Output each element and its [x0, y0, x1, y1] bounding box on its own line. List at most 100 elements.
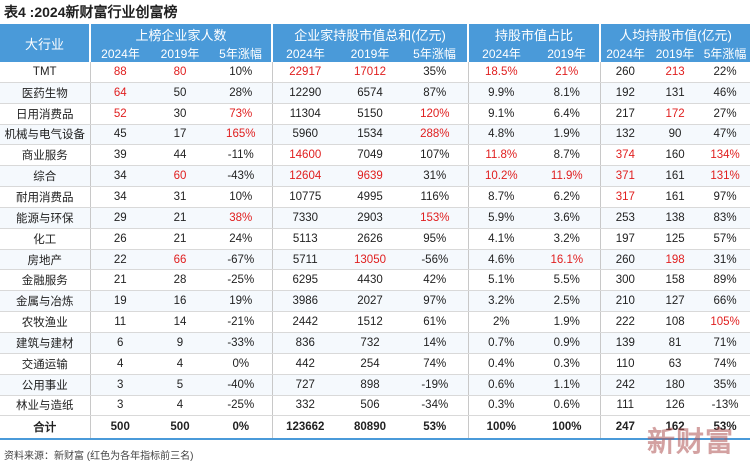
table-cell: 45 — [89, 124, 150, 146]
table-cell: 0.3% — [534, 353, 601, 375]
table-cell: 260 — [599, 249, 651, 271]
subheader-cell: 2019年 — [150, 44, 210, 62]
table-cell: 107% — [402, 144, 469, 167]
subheader-cell: 5年涨幅 — [210, 44, 273, 62]
table-cell: -40% — [210, 374, 273, 396]
table-cell: 34 — [89, 165, 150, 188]
table-cell: 24% — [210, 228, 273, 250]
table-cell: -25% — [210, 395, 273, 417]
watermark-logo: 新财富 — [646, 425, 734, 458]
table-cell: 60 — [150, 165, 210, 188]
table-cell: 95% — [402, 228, 469, 250]
industry-name-cell: 建筑与建材 — [0, 332, 90, 354]
table-cell: 0% — [210, 353, 273, 375]
table-cell: 120% — [402, 103, 469, 125]
total-cell: 80890 — [338, 415, 403, 441]
table-cell: 4 — [150, 353, 210, 375]
table-row: 能源与环保 29 21 38% 7330 2903 153% 5.9% 3.6% 253 138 83… — [0, 207, 750, 229]
table-cell: 197 — [599, 228, 651, 250]
table-cell: 139 — [599, 332, 651, 354]
table-cell: 88 — [89, 62, 150, 83]
table-cell: 7330 — [271, 207, 339, 229]
table-cell: 105% — [700, 311, 750, 333]
table-cell: 22 — [89, 249, 150, 271]
table-row: 金融服务 21 28 -25% 6295 4430 42% 5.1% 5.5% 300 158 89% — [0, 269, 750, 292]
table-cell: 732 — [338, 332, 403, 354]
table-cell: 442 — [271, 353, 339, 375]
wealth-ranking-table: 大行业 上榜企业家人数 企业家持股市值总和(亿元) 持股市值占比 人均持股市值(… — [0, 24, 750, 441]
table-cell: 3 — [89, 374, 150, 396]
header-group-total-value: 企业家持股市值总和(亿元) — [271, 24, 469, 44]
table-cell: 180 — [650, 374, 701, 396]
table-cell: 16 — [150, 290, 210, 313]
table-cell: 0.6% — [534, 395, 601, 417]
table-cell: 81 — [650, 332, 701, 354]
table-cell: 1.9% — [534, 124, 601, 146]
table-cell: -33% — [210, 332, 273, 354]
table-cell: 5113 — [271, 228, 339, 250]
table-cell: 2442 — [271, 311, 339, 333]
table-cell: 161 — [650, 165, 701, 188]
industry-name-cell: 农牧渔业 — [0, 311, 90, 333]
table-cell: 9639 — [338, 165, 403, 188]
table-cell: 2626 — [338, 228, 403, 250]
table-cell: 3 — [89, 395, 150, 417]
total-cell: 500 — [89, 415, 150, 441]
table-cell: -19% — [402, 374, 469, 396]
table-cell: 19 — [89, 290, 150, 313]
total-cell: 162 — [650, 415, 701, 441]
table-row: 林业与造纸 3 4 -25% 332 506 -34% 0.3% 0.6% 111 126 -13% — [0, 395, 750, 417]
table-cell: 80 — [150, 62, 210, 83]
table-cell: 836 — [271, 332, 339, 354]
table-cell: 61% — [402, 311, 469, 333]
table-cell: 14600 — [271, 144, 339, 167]
industry-name-cell: 综合 — [0, 165, 90, 188]
table-cell: -67% — [210, 249, 273, 271]
subheader-cell: 2024年 — [271, 44, 339, 62]
table-cell: 19% — [210, 290, 273, 313]
subheader-cell: 2024年 — [89, 44, 150, 62]
table-body: TMT 88 80 10% 22917 17012 35% 18.5% 21% 260 213 22%… — [0, 62, 750, 441]
table-cell: 3.2% — [467, 290, 535, 313]
table-cell: 5960 — [271, 124, 339, 146]
total-cell: 53% — [700, 415, 750, 441]
table-cell: 28 — [150, 269, 210, 292]
table-cell: 3.6% — [534, 207, 601, 229]
industry-name-cell: 能源与环保 — [0, 207, 90, 229]
table-cell: 64 — [89, 82, 150, 104]
subheader-cell: 2019年 — [534, 44, 601, 62]
table-cell: 14% — [402, 332, 469, 354]
table-cell: 74% — [700, 353, 750, 375]
industry-column-header: 大行业 — [0, 24, 90, 62]
table-cell: 217 — [599, 103, 651, 125]
table-row: 化工 26 21 24% 5113 2626 95% 4.1% 3.2% 197 125 57% — [0, 228, 750, 250]
table-cell: 253 — [599, 207, 651, 229]
table-cell: 11.9% — [534, 165, 601, 188]
total-label-cell: 合计 — [0, 415, 90, 441]
table-cell: 6574 — [338, 82, 403, 104]
table-cell: 1.1% — [534, 374, 601, 396]
table-cell: 172 — [650, 103, 701, 125]
table-cell: 31% — [700, 249, 750, 271]
table-cell: 6.4% — [534, 103, 601, 125]
table-cell: 50 — [150, 82, 210, 104]
header-group-share: 持股市值占比 — [467, 24, 601, 44]
table-cell: 26 — [89, 228, 150, 250]
table-cell: 158 — [650, 269, 701, 292]
table-cell: 31% — [402, 165, 469, 188]
table-cell: 317 — [599, 186, 651, 208]
total-cell: 0% — [210, 415, 273, 441]
industry-name-cell: 金融服务 — [0, 269, 90, 292]
table-cell: 87% — [402, 82, 469, 104]
table-row: 耐用消费品 34 31 10% 10775 4995 116% 8.7% 6.2% 317 161 9… — [0, 186, 750, 208]
table-cell: 31 — [150, 186, 210, 208]
table-cell: 134% — [700, 144, 750, 167]
table-cell: 42% — [402, 269, 469, 292]
table-cell: 74% — [402, 353, 469, 375]
total-cell: 123662 — [271, 415, 339, 441]
table-cell: 6295 — [271, 269, 339, 292]
table-cell: 14 — [150, 311, 210, 333]
table-cell: 71% — [700, 332, 750, 354]
table-cell: 125 — [650, 228, 701, 250]
industry-name-cell: 医药生物 — [0, 82, 90, 104]
